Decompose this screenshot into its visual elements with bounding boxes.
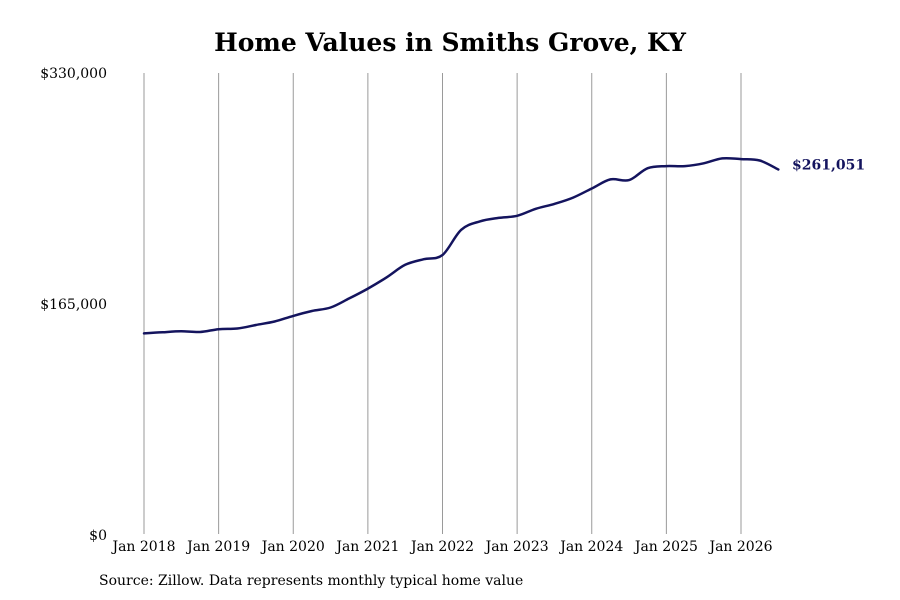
data-point xyxy=(386,277,387,278)
data-point xyxy=(629,180,630,181)
x-tick-label: Jan 2024 xyxy=(558,539,623,555)
x-tick-label: Jan 2022 xyxy=(409,539,474,555)
data-point xyxy=(405,264,406,265)
series-group xyxy=(142,156,780,335)
y-tick-label: $165,000 xyxy=(40,297,107,313)
data-point xyxy=(218,329,219,330)
y-axis-ticks: $0 $165,000 $330,000 xyxy=(40,66,107,544)
data-point xyxy=(759,160,760,161)
data-point xyxy=(162,332,163,333)
data-point xyxy=(703,163,704,164)
x-tick-label: Jan 2019 xyxy=(185,539,250,555)
data-point xyxy=(591,188,592,189)
data-point xyxy=(535,208,536,209)
data-point xyxy=(237,328,238,329)
x-tick-label: Jan 2026 xyxy=(707,539,772,555)
data-point xyxy=(144,333,145,334)
x-tick-label: Jan 2025 xyxy=(633,539,698,555)
x-axis-ticks: Jan 2018 Jan 2019 Jan 2020 Jan 2021 Jan 2022… xyxy=(110,539,772,555)
data-point xyxy=(479,221,480,222)
chart-title: Home Values in Smiths Grove, KY xyxy=(214,28,686,57)
data-point xyxy=(442,255,443,256)
x-tick-label: Jan 2020 xyxy=(260,539,325,555)
data-point xyxy=(367,288,368,289)
gridlines xyxy=(143,73,742,534)
data-point xyxy=(293,315,294,316)
data-point xyxy=(423,259,424,260)
y-tick-label: $330,000 xyxy=(40,66,107,82)
data-point xyxy=(722,158,723,159)
source-note: Source: Zillow. Data represents monthly … xyxy=(99,573,524,589)
data-point xyxy=(666,166,667,167)
data-point xyxy=(274,321,275,322)
x-tick-label: Jan 2021 xyxy=(334,539,399,555)
data-point xyxy=(554,203,555,204)
y-tick-label: $0 xyxy=(89,528,107,544)
data-point xyxy=(199,332,200,333)
data-point xyxy=(498,217,499,218)
x-tick-label: Jan 2023 xyxy=(484,539,549,555)
data-point xyxy=(685,166,686,167)
data-point xyxy=(181,331,182,332)
data-point xyxy=(573,197,574,198)
data-point xyxy=(255,325,256,326)
data-point xyxy=(349,298,350,299)
data-point xyxy=(517,215,518,216)
x-tick-label: Jan 2018 xyxy=(110,539,175,555)
data-point xyxy=(461,229,462,230)
data-point xyxy=(311,311,312,312)
data-point xyxy=(647,168,648,169)
series-line-0 xyxy=(142,156,780,335)
end-value-label: $261,051 xyxy=(792,158,865,174)
data-point xyxy=(330,307,331,308)
data-point xyxy=(778,169,779,170)
data-point xyxy=(610,179,611,180)
data-point xyxy=(741,159,742,160)
